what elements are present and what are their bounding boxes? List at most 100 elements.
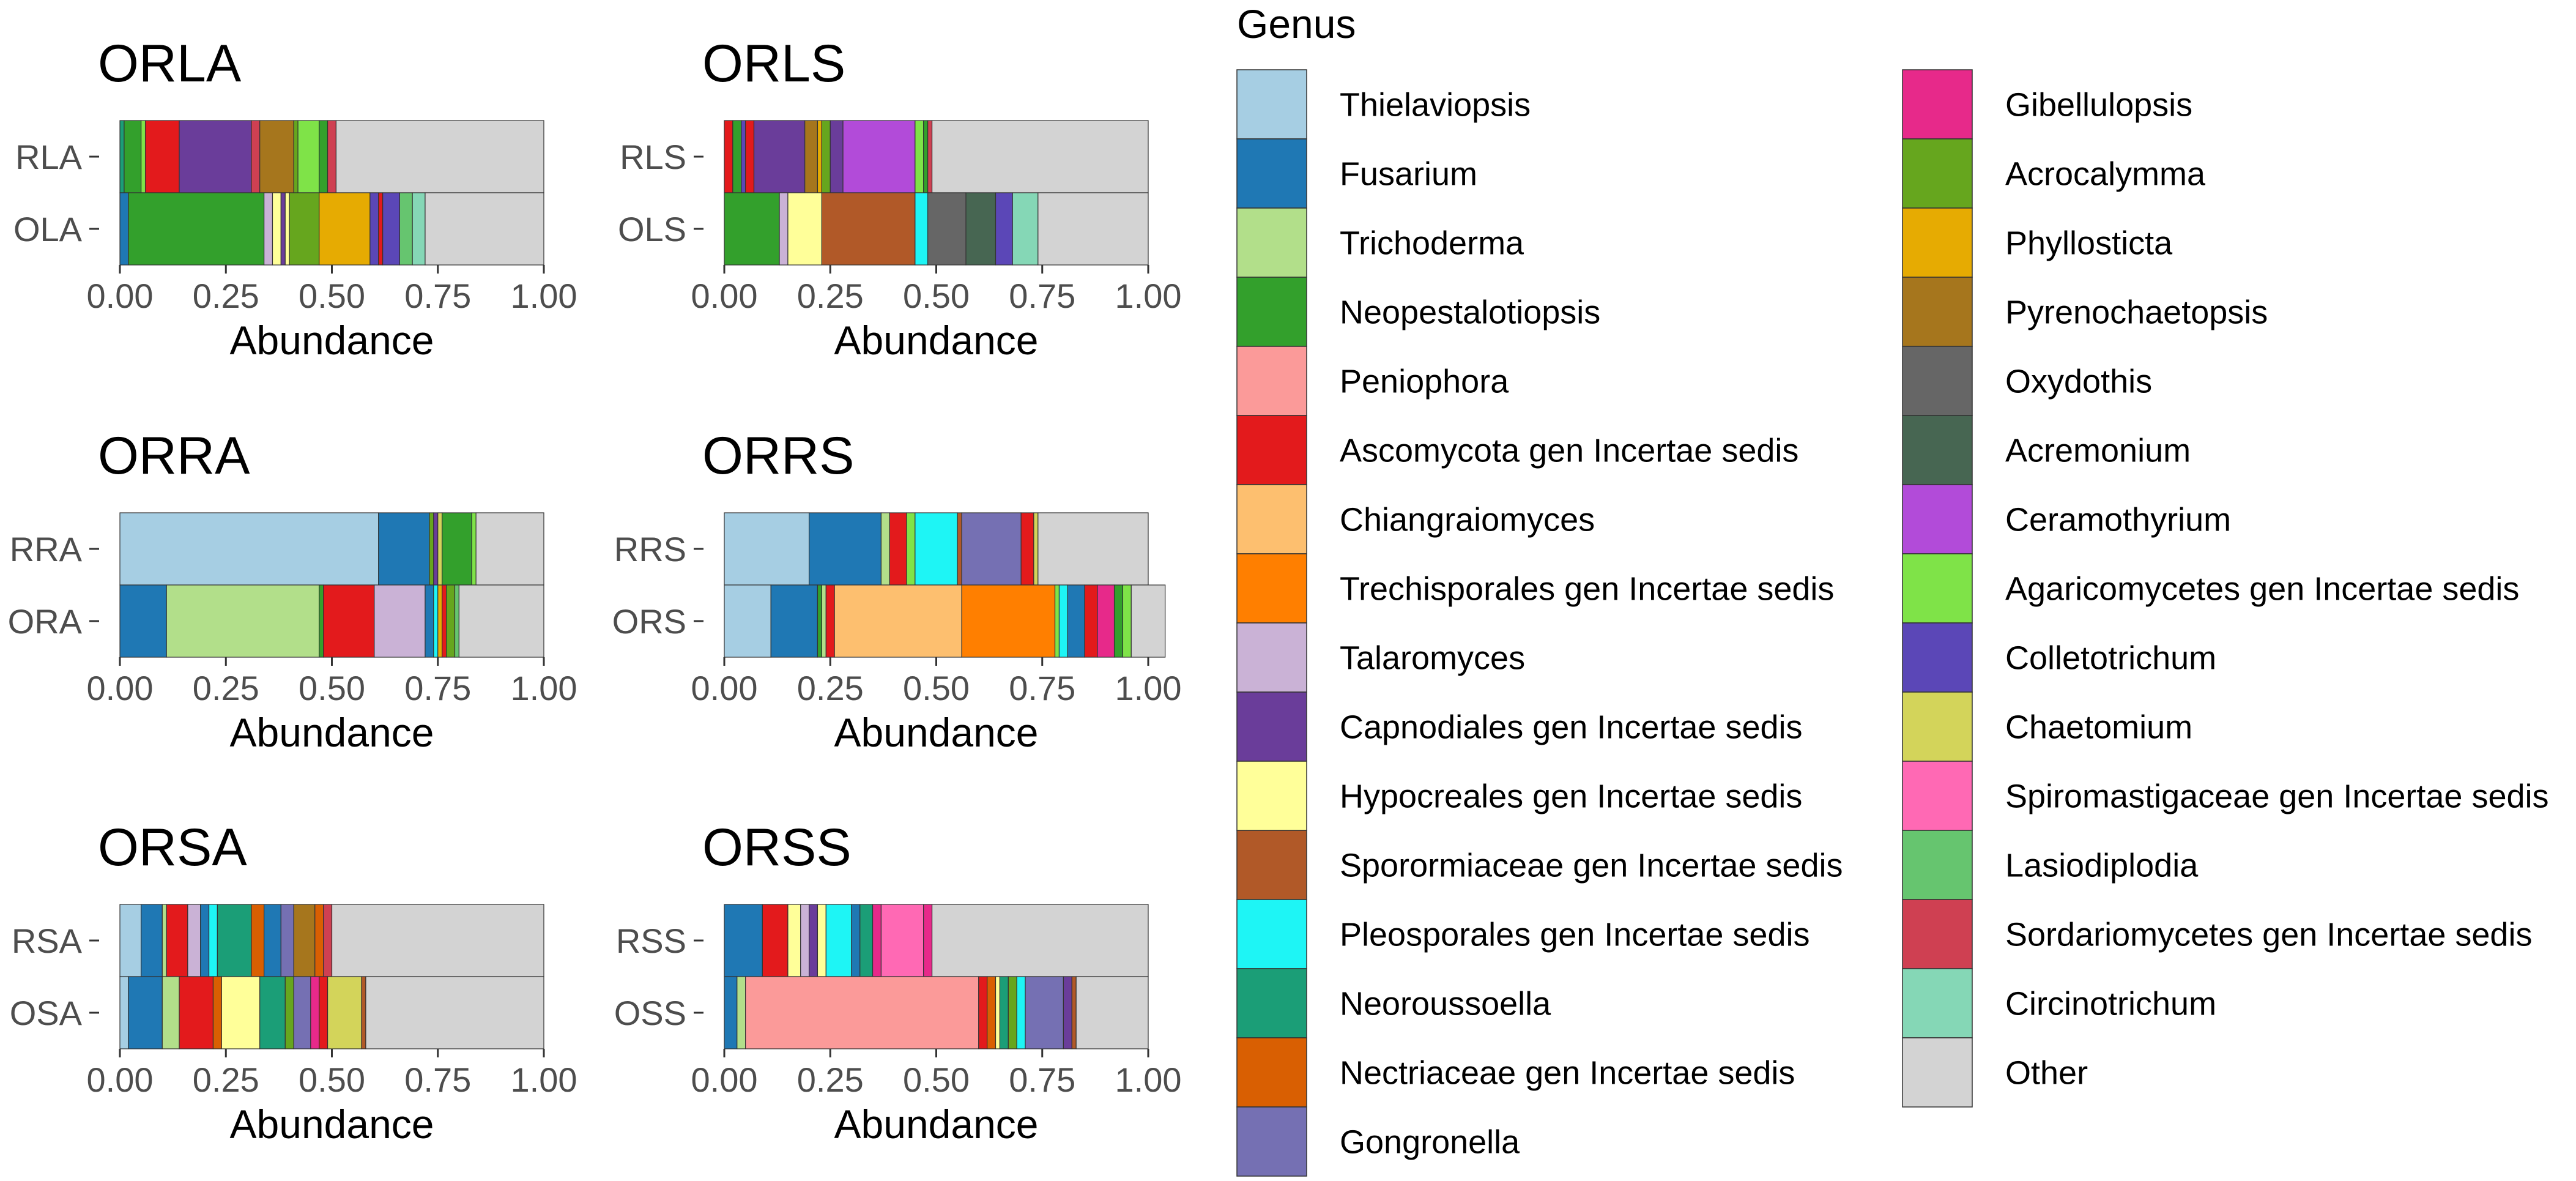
x-tick-label-orls-3: 0.75	[1009, 277, 1075, 315]
bar-rss-other-12	[931, 904, 1149, 977]
bar-rsa-pyrenochaetopsis-11	[293, 904, 316, 977]
legend-item-pleosporales-gen-incertae-sedis: Pleosporales gen Incertae sedis	[1236, 899, 1810, 969]
y-tick-label-oss: OSS	[614, 994, 686, 1032]
y-tick-label-rrs: RRS	[614, 530, 686, 568]
bar-ols-neopestalotiopsis-0	[724, 192, 780, 266]
legend: Genus Thielaviopsis Fusarium Trichoderma Ne…	[1236, 1, 2549, 1177]
bar-ols-other-9	[1037, 192, 1149, 266]
legend-label-gongronella: Gongronella	[1340, 1124, 1520, 1161]
legend-label-phyllosticta: Phyllosticta	[2005, 225, 2173, 262]
x-tick-label-orra-2: 0.50	[299, 669, 365, 707]
legend-label-colletotrichum: Colletotrichum	[2005, 640, 2216, 677]
bar-oss-neoroussoella-6	[999, 976, 1009, 1049]
legend-label-capnodiales-gen-incertae-sedis: Capnodiales gen Incertae sedis	[1340, 709, 1803, 746]
legend-key-gibellulopsis	[1902, 69, 1973, 140]
bar-rss-fusarium-0	[724, 904, 763, 977]
legend-label-ceramothyrium: Ceramothyrium	[2005, 502, 2231, 538]
legend-label-hypocreales-gen-incertae-sedis: Hypocreales gen Incertae sedis	[1340, 778, 1802, 815]
bar-ora-ascomycota-gen-incertae-sedis-8	[442, 584, 447, 658]
bar-oss-other-12	[1075, 976, 1149, 1049]
x-tick-label-orra-4: 1.00	[511, 669, 577, 707]
legend-label-nectriaceae-gen-incertae-sedis: Nectriaceae gen Incertae sedis	[1340, 1055, 1795, 1092]
bar-rss-gibellulopsis-9	[872, 904, 882, 977]
bar-rsa-pleosporales-gen-incertae-sedis-6	[208, 904, 218, 977]
x-axis-label-orls: Abundance	[834, 318, 1039, 363]
bar-rss-neoroussoella-8	[859, 904, 874, 977]
legend-key-phyllosticta	[1902, 207, 1973, 278]
bar-rss-fusarium-7	[851, 904, 861, 977]
bar-ols-oxydothis-5	[927, 192, 967, 266]
panel-title-orrs: ORRS	[702, 427, 854, 485]
legend-label-chaetomium: Chaetomium	[2005, 709, 2192, 746]
bar-rla-acrocalymma-7	[293, 120, 299, 193]
legend-key-talaromyces	[1236, 622, 1307, 693]
bar-osa-ascomycota-gen-incertae-sedis-10	[319, 976, 328, 1049]
legend-key-chaetomium	[1902, 691, 1973, 762]
y-tick-label-rra: RRA	[10, 530, 83, 568]
bar-rla-ascomycota-gen-incertae-sedis-3	[144, 120, 180, 193]
legend-item-acremonium: Acremonium	[1902, 415, 2191, 485]
bar-rrs-other-10	[1037, 512, 1149, 586]
legend-label-trechisporales-gen-incertae-sedis: Trechisporales gen Incertae sedis	[1340, 571, 1834, 608]
bar-oss-trichoderma-1	[737, 976, 746, 1049]
bar-osa-sporormiaceae-gen-incertae-sedis-12	[361, 976, 366, 1049]
bar-oss-acrocalymma-7	[1008, 976, 1017, 1049]
bar-rrs-trichoderma-2	[880, 512, 890, 586]
legend-label-gibellulopsis: Gibellulopsis	[2005, 87, 2192, 124]
bar-rrs-thielaviopsis-0	[724, 512, 810, 586]
bar-ora-other-11	[458, 584, 544, 658]
legend-key-gongronella	[1236, 1106, 1307, 1177]
bar-rrs-ascomycota-gen-incertae-sedis-3	[889, 512, 907, 586]
legend-key-ascomycota-gen-incertae-sedis	[1236, 415, 1307, 485]
bar-ols-pleosporales-gen-incertae-sedis-4	[915, 192, 929, 266]
bar-ola-colletotrichum-10	[382, 192, 400, 266]
bar-rsa-fusarium-5	[200, 904, 210, 977]
legend-key-thielaviopsis	[1236, 69, 1307, 140]
bar-ola-lasiodiplodia-11	[399, 192, 413, 266]
bar-osa-gibellulopsis-9	[310, 976, 320, 1049]
legend-key-capnodiales-gen-incertae-sedis	[1236, 691, 1307, 762]
bar-osa-gongronella-8	[293, 976, 311, 1049]
legend-key-fusarium	[1236, 138, 1307, 209]
bar-ors-fusarium-9	[1067, 584, 1085, 658]
bar-rla-neopestalotiopsis-1	[124, 120, 142, 193]
legend-key-lasiodiplodia	[1902, 830, 1973, 900]
bar-oss-pleosporales-gen-incertae-sedis-8	[1016, 976, 1026, 1049]
x-axis-label-orsa: Abundance	[230, 1101, 434, 1147]
bar-rls-ascomycota-gen-incertae-sedis-3	[745, 120, 755, 193]
legend-label-sporormiaceae-gen-incertae-sedis: Sporormiaceae gen Incertae sedis	[1340, 848, 1843, 884]
legend-item-nectriaceae-gen-incertae-sedis: Nectriaceae gen Incertae sedis	[1236, 1037, 1795, 1108]
legend-key-circinotrichum	[1902, 968, 1973, 1038]
bar-rss-talaromyces-3	[800, 904, 810, 977]
x-tick-label-orla-2: 0.50	[299, 277, 365, 315]
bar-osa-other-13	[365, 976, 544, 1049]
x-axis-label-orra: Abundance	[230, 710, 434, 755]
x-tick-label-orsa-0: 0.00	[87, 1060, 154, 1099]
bar-oss-fusarium-0	[724, 976, 738, 1049]
bar-ora-trichoderma-1	[166, 584, 320, 658]
legend-key-hypocreales-gen-incertae-sedis	[1236, 761, 1307, 831]
bar-oss-hypocreales-gen-incertae-sedis-5	[995, 976, 1001, 1049]
bar-ora-phyllosticta-7	[437, 584, 443, 658]
bar-osa-chaetomium-11	[327, 976, 362, 1049]
bar-ora-lasiodiplodia-10	[454, 584, 459, 658]
legend-item-oxydothis: Oxydothis	[1902, 346, 2152, 416]
bar-ols-acremonium-6	[965, 192, 997, 266]
legend-key-pleosporales-gen-incertae-sedis	[1236, 899, 1307, 969]
x-tick-label-orss-4: 1.00	[1115, 1060, 1182, 1099]
x-tick-label-orla-0: 0.00	[87, 277, 154, 315]
bar-rls-agaricomycetes-gen-incertae-sedis-10	[915, 120, 924, 193]
legend-item-trechisporales-gen-incertae-sedis: Trechisporales gen Incertae sedis	[1236, 553, 1834, 624]
legend-label-other: Other	[2005, 1055, 2088, 1092]
bar-oss-sporormiaceae-gen-incertae-sedis-11	[1071, 976, 1077, 1049]
x-tick-label-orls-2: 0.50	[903, 277, 970, 315]
bar-osa-acrocalymma-7	[284, 976, 294, 1049]
legend-item-agaricomycetes-gen-incertae-sedis: Agaricomycetes gen Incertae sedis	[1902, 553, 2519, 624]
legend-label-chiangraiomyces: Chiangraiomyces	[1340, 502, 1595, 538]
bar-ors-ascomycota-gen-incertae-sedis-10	[1084, 584, 1098, 658]
bar-rla-pyrenochaetopsis-6	[259, 120, 294, 193]
x-tick-label-orls-1: 0.25	[797, 277, 864, 315]
bar-oss-nectriaceae-gen-incertae-sedis-4	[987, 976, 997, 1049]
